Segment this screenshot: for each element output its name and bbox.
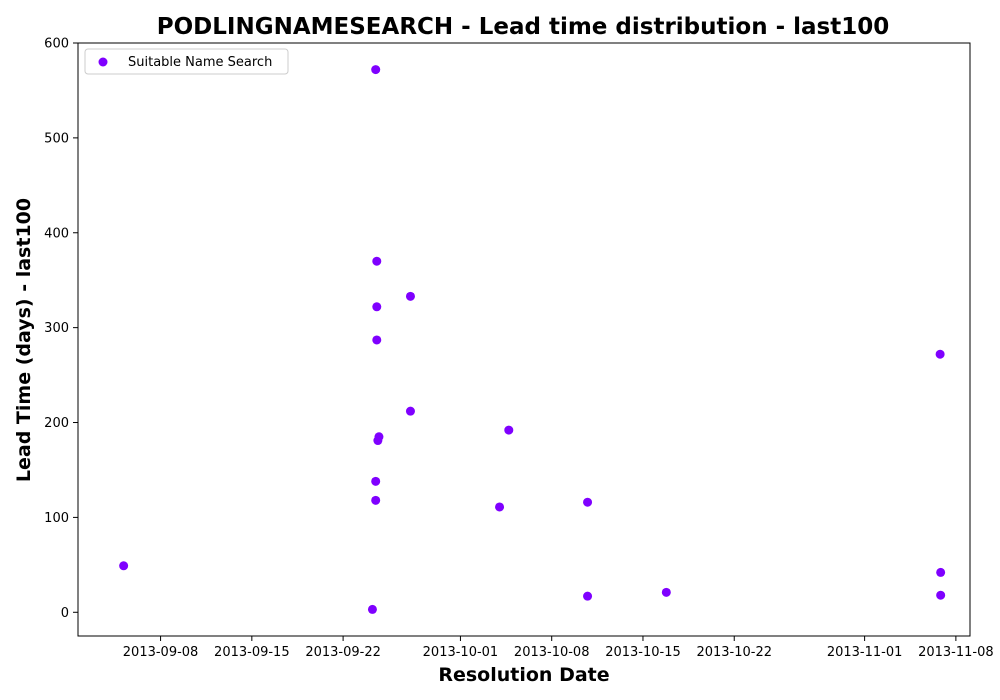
data-point (583, 591, 593, 601)
x-tick-label: 2013-11-08 (918, 645, 994, 660)
y-tick-label: 300 (44, 321, 69, 336)
data-point (371, 495, 381, 505)
data-point (119, 561, 129, 571)
legend-label: Suitable Name Search (128, 55, 272, 70)
y-tick-label: 500 (44, 131, 69, 146)
data-point (371, 65, 381, 75)
data-point (371, 476, 381, 486)
x-tick-label: 2013-09-22 (305, 645, 381, 660)
legend: Suitable Name Search (84, 48, 289, 75)
data-point (367, 604, 377, 614)
data-point (372, 256, 382, 266)
y-tick-label: 400 (44, 226, 69, 241)
y-axis-label: Lead Time (days) - last100 (13, 198, 35, 482)
y-tick-label: 100 (44, 511, 69, 526)
data-point (583, 497, 593, 507)
data-point (661, 587, 671, 597)
legend-marker (98, 57, 108, 67)
y-tick-label: 0 (61, 606, 69, 621)
data-point (405, 291, 415, 301)
data-point (405, 406, 415, 416)
plot-area-frame (77, 42, 971, 637)
data-point (935, 349, 945, 359)
data-point (495, 502, 505, 512)
y-axis: 0 100 200 300 400 500 600 (44, 37, 78, 621)
x-tick-label: 2013-10-22 (696, 645, 772, 660)
x-tick-label: 2013-11-01 (827, 645, 903, 660)
data-point (372, 335, 382, 345)
x-tick-label: 2013-09-15 (214, 645, 290, 660)
y-tick-label: 600 (44, 37, 69, 52)
x-tick-label: 2013-10-08 (514, 645, 590, 660)
data-point (936, 567, 946, 577)
x-tick-label: 2013-10-01 (423, 645, 499, 660)
data-point (374, 432, 384, 442)
x-tick-label: 2013-10-15 (605, 645, 681, 660)
data-point (372, 302, 382, 312)
x-axis-label: Resolution Date (438, 664, 609, 686)
y-tick-label: 200 (44, 416, 69, 431)
legend-box (84, 48, 289, 75)
x-tick-label: 2013-09-08 (123, 645, 199, 660)
data-point (936, 590, 946, 600)
data-point (504, 425, 514, 435)
chart-title: PODLINGNAMESEARCH - Lead time distributi… (157, 14, 889, 40)
data-points (119, 65, 946, 614)
x-axis: 2013-09-08 2013-09-15 2013-09-22 2013-10-01… (123, 636, 994, 660)
